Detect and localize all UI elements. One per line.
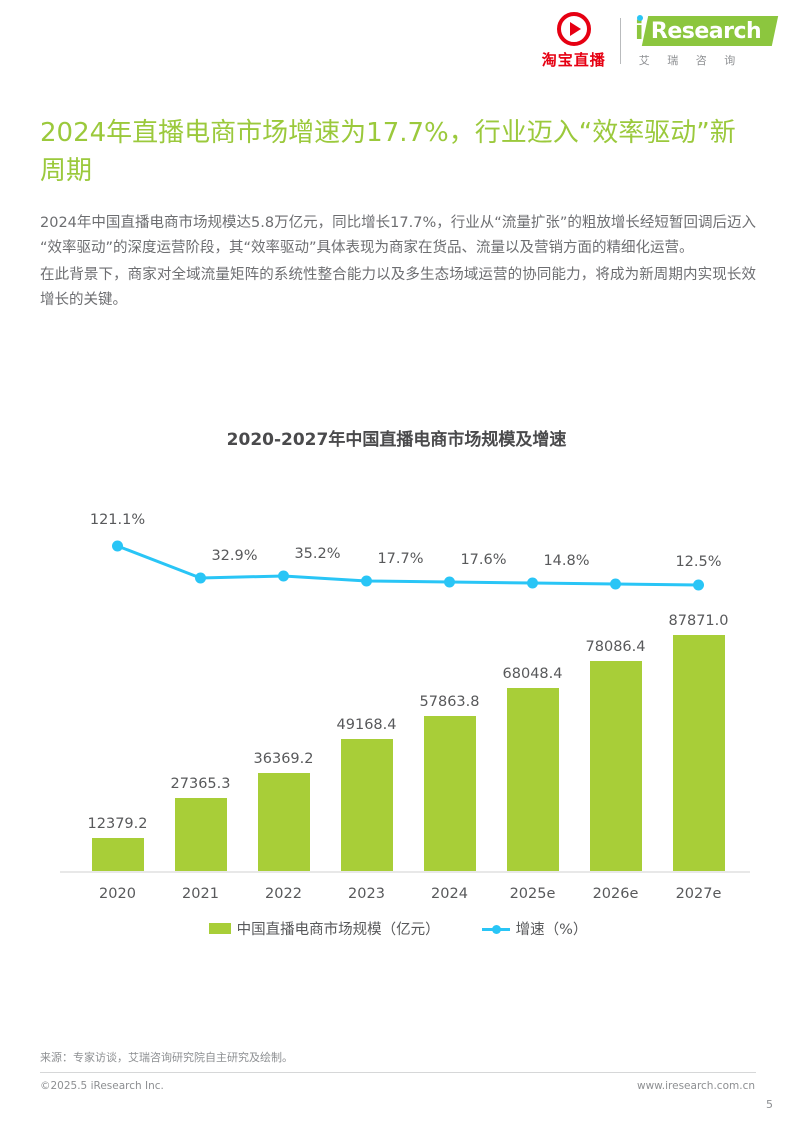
bar-value-2024: 57863.8 — [419, 693, 480, 710]
growth-line-path — [116, 544, 699, 587]
iresearch-band: Research — [641, 16, 779, 46]
source-note: 来源：专家访谈，艾瑞咨询研究院自主研究及绘制。 — [40, 1051, 293, 1064]
body-paragraph-2: 在此背景下，商家对全域流量矩阵的系统性整合能力以及多生态场域运营的协同能力，将成… — [40, 267, 756, 308]
iresearch-logo: i Research 艾 瑞 咨 询 — [634, 14, 779, 68]
x-axis-label-2027e: 2027e — [675, 886, 722, 902]
footer-divider — [40, 1072, 756, 1073]
bar-2020 — [91, 837, 144, 871]
x-axis-label-2025e: 2025e — [509, 886, 556, 902]
growth-value-2021: 32.9% — [211, 548, 258, 564]
bar-2022 — [257, 773, 310, 871]
page-number: 5 — [766, 1098, 773, 1111]
bar-value-2027e: 87871.0 — [668, 613, 729, 629]
taobao-live-label: 淘宝直播 — [541, 51, 606, 69]
legend-item-growth: 增速（%） — [481, 918, 588, 939]
x-axis-label-2023: 2023 — [348, 886, 385, 902]
x-axis-label-2021: 2021 — [182, 886, 219, 902]
iresearch-subtitle: 艾 瑞 咨 询 — [638, 54, 743, 67]
header-logos: 淘宝直播 i Research 艾 瑞 咨 询 — [542, 12, 779, 70]
growth-point-2022 — [278, 570, 289, 582]
x-axis-label-2022: 2022 — [265, 886, 302, 902]
chart-title: 2020-2027年中国直播电商市场规模及增速 — [226, 430, 567, 450]
body-paragraph-1: 2024年中国直播电商市场规模达5.8万亿元，同比增长17.7%，行业从“流量扩… — [40, 215, 756, 256]
x-axis-label-2024: 2024 — [431, 886, 468, 902]
bar-2026e — [589, 661, 642, 871]
bar-value-2020: 12379.2 — [87, 815, 148, 832]
copyright-text: ©2025.5 iResearch Inc. — [40, 1080, 164, 1092]
growth-point-2020 — [112, 540, 123, 552]
website-link[interactable]: www.iresearch.com.cn — [636, 1080, 755, 1092]
body-text: 2024年中国直播电商市场规模达5.8万亿元，同比增长17.7%，行业从“流量扩… — [40, 211, 756, 315]
i-dot-icon — [636, 15, 643, 21]
growth-point-2026e — [610, 578, 621, 590]
play-circle-icon — [556, 12, 591, 46]
growth-value-2020: 121.1% — [89, 512, 146, 528]
growth-value-trailing: 12.5% — [675, 554, 722, 570]
legend-line-point-icon — [481, 923, 510, 935]
chart-container: 12379.2 2020 27365.3 2021 36369.2 2022 49168.4… — [40, 480, 756, 940]
growth-value-2025e: 14.8% — [543, 553, 590, 569]
logo-divider — [619, 18, 621, 64]
taobao-live-logo: 淘宝直播 — [542, 12, 606, 70]
chart-plot-area: 12379.2 2020 27365.3 2021 36369.2 2022 49168.4… — [40, 480, 756, 910]
bar-value-2023: 49168.4 — [336, 716, 397, 733]
bar-2027e — [672, 635, 725, 871]
iresearch-i-letter: i — [634, 15, 644, 46]
bar-value-2026e: 78086.4 — [585, 639, 646, 656]
x-axis-label-2026e: 2026e — [592, 886, 639, 902]
bar-value-2022: 36369.2 — [253, 751, 314, 768]
legend-label-growth: 增速（%） — [515, 922, 588, 938]
x-axis-line — [60, 871, 750, 873]
growth-point-2027e — [693, 579, 704, 591]
bar-2021 — [174, 797, 227, 871]
legend-item-market-size: 中国直播电商市场规模（亿元） — [208, 918, 440, 939]
growth-line-series — [112, 540, 704, 591]
growth-point-2024 — [444, 576, 455, 588]
bar-value-2025e: 68048.4 — [502, 666, 563, 683]
growth-point-2023 — [361, 575, 372, 587]
page-title: 2024年直播电商市场增速为17.7%，行业迈入“效率驱动”新周期 — [40, 118, 736, 186]
chart-legend: 中国直播电商市场规模（亿元） 增速（%） — [40, 918, 756, 939]
x-axis-label-2020: 2020 — [99, 886, 136, 902]
legend-label-market-size: 中国直播电商市场规模（亿元） — [236, 922, 440, 938]
growth-value-2024: 17.6% — [460, 552, 507, 568]
legend-swatch-icon — [208, 923, 231, 934]
bar-2023 — [340, 738, 393, 871]
bar-2024 — [423, 715, 476, 871]
bar-2025e — [506, 688, 559, 871]
growth-value-2023: 17.7% — [377, 551, 424, 567]
bar-value-2021: 27365.3 — [170, 775, 231, 792]
iresearch-wordmark: Research — [650, 18, 761, 44]
growth-point-2025e — [527, 577, 538, 589]
growth-value-2022: 35.2% — [294, 546, 341, 562]
growth-point-2021 — [195, 572, 206, 584]
